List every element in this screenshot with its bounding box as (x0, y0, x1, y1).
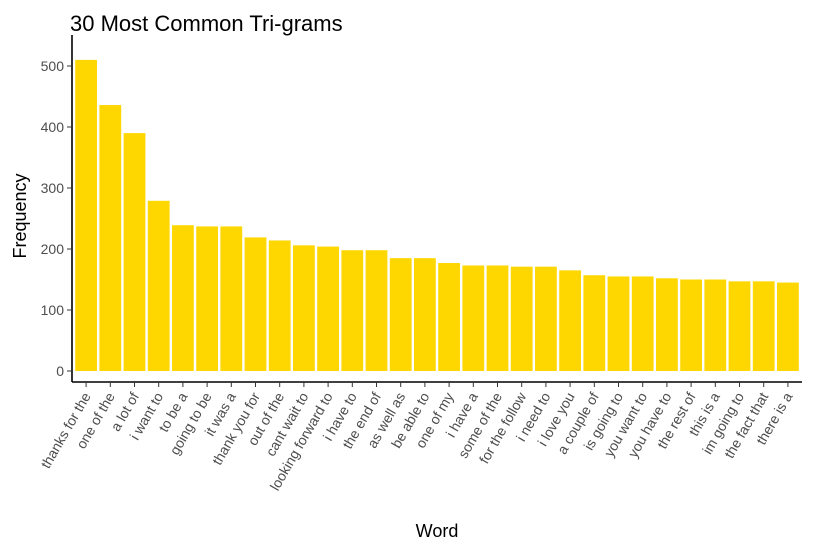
bar-5 (172, 225, 194, 371)
y-tick-label: 0 (56, 363, 64, 379)
bar-4 (147, 200, 170, 371)
chart-title: 30 Most Common Tri-grams (70, 11, 343, 36)
bar-29 (752, 281, 775, 371)
bar-19 (510, 266, 533, 371)
bar-30 (777, 282, 799, 371)
bar-25 (656, 278, 678, 371)
y-axis-title: Frequency (10, 173, 30, 258)
bar-10 (293, 245, 315, 371)
bar-22 (583, 275, 606, 371)
bar-12 (341, 250, 364, 371)
y-tick-label: 500 (41, 58, 65, 74)
bar-27 (704, 279, 727, 371)
bar-7 (220, 226, 243, 371)
bar-21 (559, 270, 581, 371)
bars-layer (75, 59, 799, 372)
y-tick-label: 100 (41, 302, 65, 318)
y-tick-label: 400 (41, 119, 65, 135)
x-axis-title: Word (416, 521, 459, 541)
bar-23 (607, 276, 630, 371)
axes-layer (71, 35, 802, 383)
bar-9 (268, 240, 291, 371)
bar-17 (462, 265, 485, 371)
bar-15 (414, 258, 436, 371)
bar-6 (196, 226, 218, 371)
bar-16 (438, 263, 460, 371)
bar-13 (365, 250, 388, 371)
bar-3 (123, 133, 146, 371)
bar-24 (631, 276, 654, 371)
bar-11 (317, 246, 339, 371)
bar-28 (728, 281, 751, 371)
bar-26 (680, 279, 702, 371)
y-tick-label: 200 (41, 241, 65, 257)
bar-14 (389, 258, 412, 371)
bar-1 (75, 59, 97, 372)
bar-8 (244, 237, 267, 371)
y-ticks: 0 100 200 300 400 500 (41, 58, 72, 379)
y-tick-label: 300 (41, 180, 65, 196)
bar-20 (535, 266, 557, 371)
bar-18 (486, 265, 509, 371)
bar-2 (99, 105, 122, 371)
